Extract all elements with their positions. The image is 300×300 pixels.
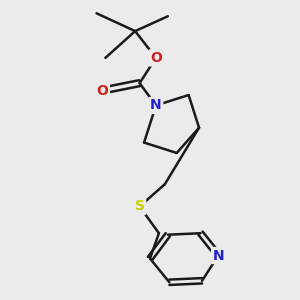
Text: S: S	[135, 200, 145, 214]
Text: O: O	[97, 84, 108, 98]
Text: N: N	[212, 248, 224, 262]
Text: N: N	[150, 98, 162, 112]
Text: O: O	[150, 51, 162, 65]
